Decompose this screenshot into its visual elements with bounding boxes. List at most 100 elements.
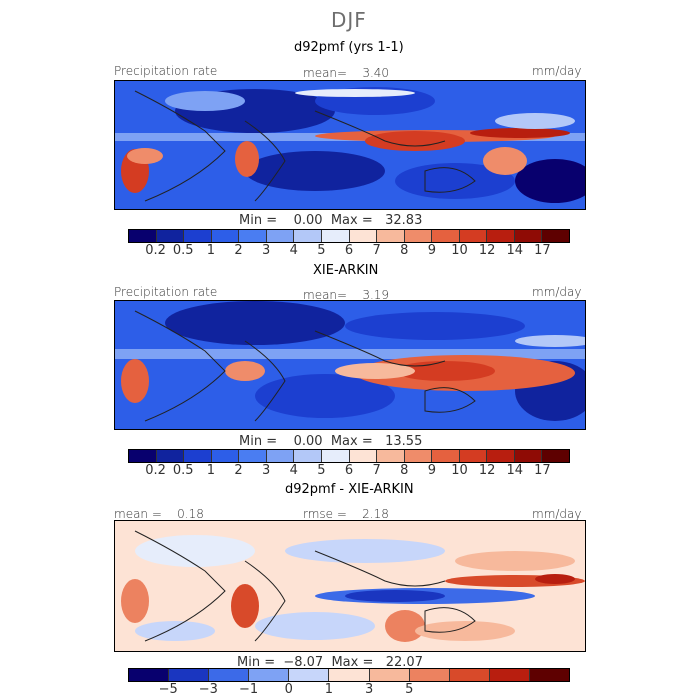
colorbar-tick-label: 6: [344, 243, 354, 258]
colorbar-segment: [514, 230, 543, 242]
panel3-map: [114, 520, 586, 652]
panel3-units-label: mm/day: [532, 507, 582, 521]
colorbar-tick-label: 3: [261, 243, 271, 258]
colorbar-segment: [129, 669, 170, 681]
panel1-mean-label: mean= 3.40: [303, 66, 390, 80]
panel2-colorbar: [128, 449, 570, 463]
colorbar-segment: [459, 450, 488, 462]
panel3-title: d92pmf - XIE-ARKIN: [285, 482, 414, 497]
colorbar-tick-label: 4: [289, 463, 298, 478]
colorbar-segment: [542, 450, 569, 462]
colorbar-tick-label: 5: [317, 463, 326, 478]
panel3-rmse-label: rmse = 2.18: [303, 507, 389, 521]
panel2-colorbar-ticks: 0.2 0.5 1 2 3 4 5 6 7 8 9 10 12 14 17: [128, 463, 570, 479]
colorbar-segment: [321, 230, 350, 242]
panel1-minmax: Min = 0.00 Max = 32.83: [239, 213, 423, 228]
colorbar-tick-label: 9: [427, 463, 437, 478]
colorbar-segment: [349, 450, 378, 462]
colorbar-tick-label: 8: [400, 243, 409, 258]
colorbar-segment: [266, 450, 295, 462]
colorbar-segment: [294, 450, 322, 462]
colorbar-segment: [321, 450, 350, 462]
colorbar-tick-label: 1: [324, 682, 334, 697]
season-title: DJF: [331, 8, 367, 32]
colorbar-segment: [209, 669, 250, 681]
colorbar-segment: [529, 669, 570, 681]
colorbar-segment: [294, 230, 322, 242]
colorbar-segment: [129, 230, 157, 242]
colorbar-tick-label: 7: [372, 243, 381, 258]
colorbar-segment: [489, 669, 530, 681]
colorbar-tick-label: 14: [506, 463, 524, 478]
colorbar-segment: [329, 669, 370, 681]
colorbar-tick-label: 0.2: [145, 243, 166, 258]
colorbar-segment: [184, 450, 212, 462]
colorbar-segment: [249, 669, 290, 681]
colorbar-tick-label: 0.5: [172, 463, 194, 478]
colorbar-segment: [266, 230, 295, 242]
panel1-left-label: Precipitation rate: [114, 64, 218, 78]
panel1-colorbar-ticks: 0.2 0.5 1 2 3 4 5 6 7 8 9 10 12 14 17: [128, 243, 570, 259]
colorbar-segment: [184, 230, 212, 242]
colorbar-tick-label: 10: [451, 243, 468, 258]
colorbar-tick-label: 3: [364, 682, 374, 697]
panel1-units-label: mm/day: [532, 64, 582, 78]
colorbar-tick-label: 17: [534, 243, 551, 258]
colorbar-tick-label: 4: [289, 243, 298, 258]
colorbar-segment: [211, 230, 240, 242]
colorbar-tick-label: −1: [238, 682, 259, 697]
colorbar-segment: [239, 450, 267, 462]
colorbar-segment: [239, 230, 267, 242]
colorbar-tick-label: 5: [405, 682, 414, 697]
colorbar-segment: [156, 230, 185, 242]
colorbar-tick-label: 1: [206, 463, 216, 478]
colorbar-tick-label: 10: [451, 463, 468, 478]
panel2-left-label: Precipitation rate: [114, 285, 218, 299]
colorbar-tick-label: 9: [427, 243, 437, 258]
panel2-title: XIE-ARKIN: [313, 263, 379, 278]
colorbar-tick-label: 0: [284, 682, 293, 697]
colorbar-segment: [377, 450, 405, 462]
panel3-colorbar-ticks: −5 −3 −1 0 1 3 5: [128, 682, 570, 698]
colorbar-tick-label: 17: [534, 463, 551, 478]
colorbar-tick-label: 3: [261, 463, 271, 478]
colorbar-tick-label: 12: [478, 243, 496, 258]
colorbar-segment: [349, 230, 378, 242]
colorbar-tick-label: 8: [400, 463, 409, 478]
colorbar-tick-label: 12: [478, 463, 496, 478]
colorbar-segment: [156, 450, 185, 462]
colorbar-segment: [211, 450, 240, 462]
colorbar-tick-label: 0.5: [172, 243, 194, 258]
panel3-minmax: Min = −8.07 Max = 22.07: [237, 655, 423, 670]
colorbar-tick-label: 2: [234, 243, 243, 258]
colorbar-segment: [377, 230, 405, 242]
colorbar-tick-label: 0.2: [145, 463, 166, 478]
colorbar-tick-label: 1: [206, 243, 216, 258]
colorbar-segment: [449, 669, 490, 681]
colorbar-segment: [432, 230, 460, 242]
panel1-colorbar: [128, 229, 570, 243]
colorbar-segment: [169, 669, 210, 681]
colorbar-segment: [404, 230, 433, 242]
colorbar-segment: [514, 450, 543, 462]
colorbar-segment: [459, 230, 488, 242]
panel1-title: d92pmf (yrs 1-1): [294, 40, 404, 55]
colorbar-tick-label: 7: [372, 463, 381, 478]
panel3-colorbar: [128, 668, 570, 682]
colorbar-tick-label: −3: [198, 682, 218, 697]
colorbar-segment: [487, 230, 515, 242]
colorbar-segment: [409, 669, 450, 681]
panel2-units-label: mm/day: [532, 285, 582, 299]
colorbar-segment: [369, 669, 410, 681]
panel2-mean-label: mean= 3.19: [303, 288, 390, 302]
colorbar-segment: [404, 450, 433, 462]
panel1-map: [114, 80, 586, 210]
colorbar-segment: [129, 450, 157, 462]
colorbar-segment: [289, 669, 330, 681]
colorbar-segment: [487, 450, 515, 462]
panel2-map: [114, 300, 586, 430]
colorbar-tick-label: −5: [158, 682, 178, 697]
colorbar-segment: [432, 450, 460, 462]
colorbar-tick-label: 6: [344, 463, 354, 478]
colorbar-tick-label: 5: [317, 243, 326, 258]
